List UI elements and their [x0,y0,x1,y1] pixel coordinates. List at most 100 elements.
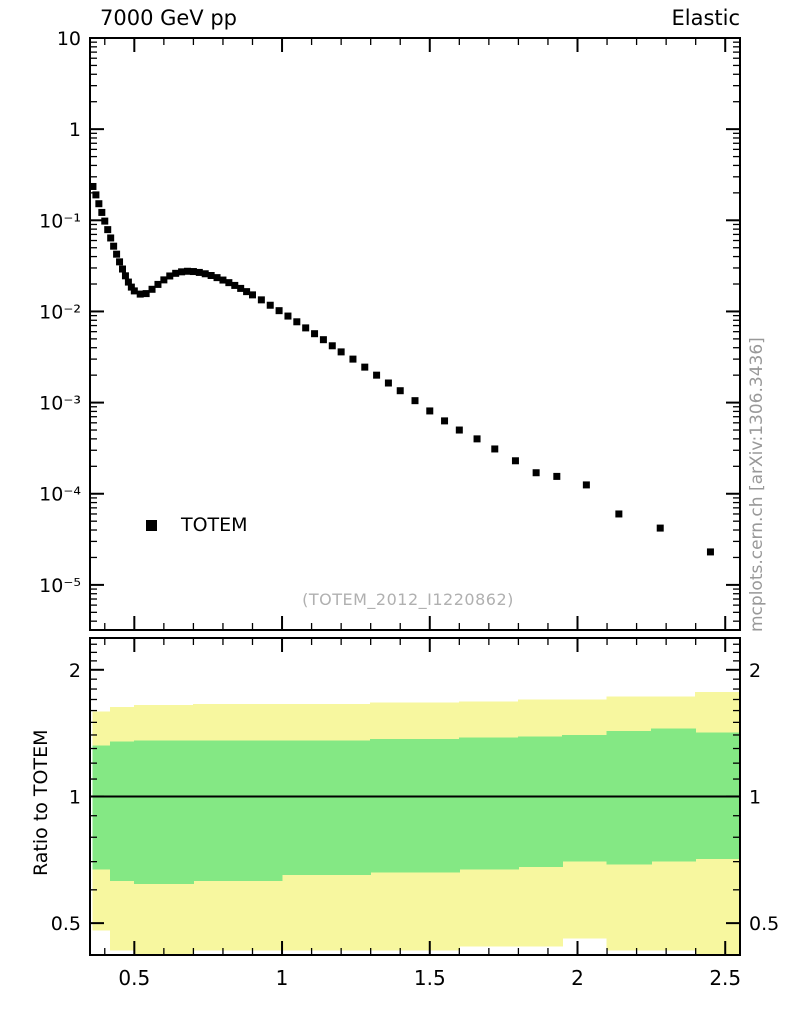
tick-label: 1 [276,966,289,990]
ratio-band-inner-uncertainty [650,728,697,862]
data-point [104,226,112,234]
data-point [473,435,481,443]
tick-label: 2 [69,660,81,682]
data-point [189,268,197,276]
data-point [337,348,345,356]
data-point [373,371,381,379]
data-point [361,363,369,371]
data-point [184,267,191,275]
tick-label: 0.5 [51,913,81,935]
data-point [101,217,109,225]
data-point [396,387,404,395]
tick-label: 10 [57,28,81,50]
tick-label: 2 [749,660,761,682]
data-point [455,426,463,434]
data-point [172,269,180,277]
ratio-band-inner-uncertainty [517,736,564,867]
data-point [284,312,292,320]
data-point [95,200,103,208]
data-point [615,510,623,518]
data-point [302,324,310,332]
data-point [237,284,245,292]
data-point [219,276,227,284]
data-point [319,336,327,344]
data-point [328,342,336,350]
ratio-band-inner-uncertainty [110,741,135,881]
ratio-band-inner-uncertainty [606,731,652,865]
data-point [130,287,138,295]
legend: TOTEM [146,514,248,536]
tick-label: 2 [571,966,584,990]
data-point [441,417,449,425]
data-point [266,301,274,309]
data-point [207,271,215,279]
axis-ticks [90,37,740,955]
data-point [411,397,419,405]
data-point [119,265,126,273]
totem-data-points [89,182,714,556]
data-point [293,318,301,326]
data-point [553,472,561,480]
tick-label: 10⁻¹ [39,210,81,232]
data-point [166,272,174,280]
tick-label: 10⁻³ [39,393,81,415]
data-point [142,290,150,298]
data-point [582,481,590,489]
data-point [113,250,121,258]
tick-label: 1 [749,786,761,808]
totem-marker-icon [146,519,157,531]
plot-title-beam: 7000 GeV pp [100,6,238,30]
data-point [110,242,118,250]
data-point [656,524,664,532]
ratio-uncertainty-bands [92,692,740,955]
data-point [107,234,115,242]
tick-label: 1 [69,786,81,808]
data-point [511,457,519,465]
ratio-band-inner-uncertainty [133,740,194,884]
tick-label: 10⁻⁵ [39,575,81,597]
data-point [311,330,319,338]
data-point [89,182,97,190]
tick-label: 1 [69,119,81,141]
plot-title-process: Elastic [671,6,740,30]
main-frame [89,37,741,631]
tick-label: 2.5 [709,966,741,990]
data-point [98,208,106,216]
data-point [92,191,100,199]
ratio-band-inner-uncertainty [458,737,519,870]
data-point [349,355,357,363]
data-point [275,307,283,315]
tick-label: 1.5 [414,966,446,990]
ratio-band-inner-uncertainty [92,745,112,870]
data-point [243,288,251,296]
tick-label: 10⁻⁴ [39,484,81,506]
ratio-band-inner-uncertainty [281,740,372,876]
data-point [148,285,156,293]
data-point [136,290,144,298]
tick-label: 0.5 [118,966,150,990]
data-point [213,274,221,282]
data-point [426,407,434,415]
axis-tick-labels: 10 1 10⁻¹ 10⁻² 10⁻³ 10⁻⁴ 10⁻⁵ 2 2 1 1 0.5 0.5 0.5 1 1.5… [39,28,779,990]
data-point [124,278,132,286]
data-point [706,548,714,556]
data-point [257,296,265,304]
ratio-band-inner-uncertainty [192,740,283,881]
tick-label: 0.5 [749,913,779,935]
ratio-band-inner-uncertainty [370,738,460,873]
data-point [154,280,162,288]
analysis-watermark: (TOTEM_2012_I1220862) [302,590,514,609]
data-point [127,283,135,291]
data-point [491,445,499,453]
data-point [195,268,203,276]
data-point [249,291,256,299]
data-point [532,469,540,477]
data-point [225,279,233,287]
data-point [121,272,129,280]
data-point [201,270,209,278]
legend-label-totem: TOTEM [181,514,248,536]
data-point [178,268,186,276]
data-point [384,379,392,387]
